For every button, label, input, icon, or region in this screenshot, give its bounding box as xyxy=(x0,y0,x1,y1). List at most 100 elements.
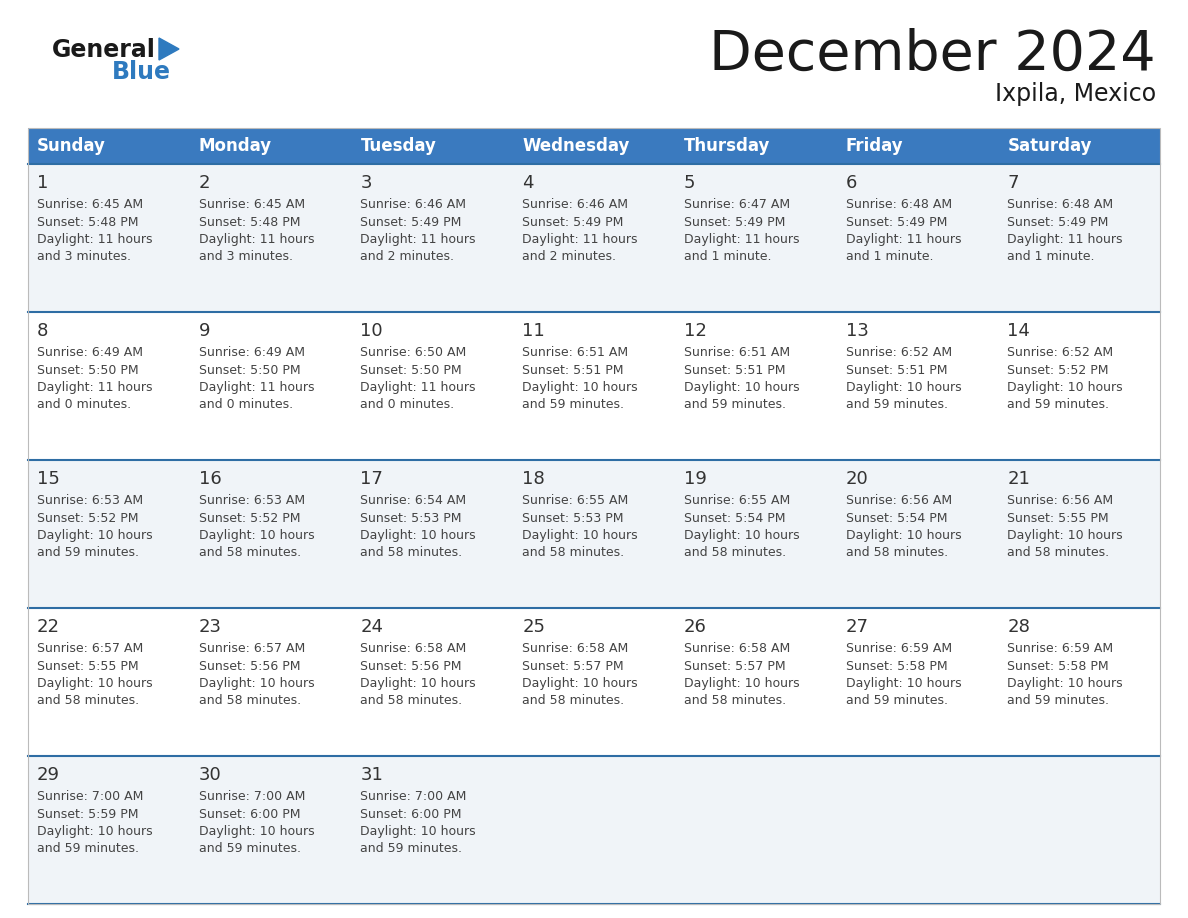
Text: 30: 30 xyxy=(198,766,221,784)
Text: and 58 minutes.: and 58 minutes. xyxy=(198,695,301,708)
Text: 6: 6 xyxy=(846,174,857,192)
Text: Sunrise: 6:57 AM: Sunrise: 6:57 AM xyxy=(198,642,305,655)
Text: Sunrise: 6:48 AM: Sunrise: 6:48 AM xyxy=(846,198,952,211)
Text: Sunrise: 6:53 AM: Sunrise: 6:53 AM xyxy=(198,494,305,507)
Text: and 58 minutes.: and 58 minutes. xyxy=(198,546,301,559)
Text: 5: 5 xyxy=(684,174,695,192)
Text: Sunset: 5:56 PM: Sunset: 5:56 PM xyxy=(360,659,462,673)
Text: 9: 9 xyxy=(198,322,210,340)
Text: Sunrise: 6:58 AM: Sunrise: 6:58 AM xyxy=(684,642,790,655)
Text: Daylight: 11 hours: Daylight: 11 hours xyxy=(37,381,152,394)
Bar xyxy=(836,128,998,164)
Bar xyxy=(29,312,1159,460)
Text: Sunrise: 6:55 AM: Sunrise: 6:55 AM xyxy=(684,494,790,507)
Text: Sunset: 6:00 PM: Sunset: 6:00 PM xyxy=(198,808,301,821)
Text: Sunrise: 6:56 AM: Sunrise: 6:56 AM xyxy=(846,494,952,507)
Text: and 1 minute.: and 1 minute. xyxy=(1007,251,1095,263)
Text: Daylight: 10 hours: Daylight: 10 hours xyxy=(523,381,638,394)
Text: Sunrise: 7:00 AM: Sunrise: 7:00 AM xyxy=(360,790,467,803)
Text: Daylight: 10 hours: Daylight: 10 hours xyxy=(846,381,961,394)
Text: Sunset: 5:59 PM: Sunset: 5:59 PM xyxy=(37,808,139,821)
Text: and 59 minutes.: and 59 minutes. xyxy=(37,843,139,856)
Text: Sunset: 5:55 PM: Sunset: 5:55 PM xyxy=(1007,511,1108,524)
Text: Daylight: 10 hours: Daylight: 10 hours xyxy=(360,677,476,690)
Text: Sunset: 5:54 PM: Sunset: 5:54 PM xyxy=(846,511,947,524)
Text: Sunrise: 7:00 AM: Sunrise: 7:00 AM xyxy=(198,790,305,803)
Bar xyxy=(190,128,352,164)
Text: 3: 3 xyxy=(360,174,372,192)
Text: Sunset: 5:58 PM: Sunset: 5:58 PM xyxy=(846,659,947,673)
Text: Sunrise: 6:58 AM: Sunrise: 6:58 AM xyxy=(523,642,628,655)
Text: and 58 minutes.: and 58 minutes. xyxy=(523,546,624,559)
Text: and 59 minutes.: and 59 minutes. xyxy=(360,843,462,856)
Text: General: General xyxy=(52,38,156,62)
Text: 17: 17 xyxy=(360,470,384,488)
Text: Daylight: 11 hours: Daylight: 11 hours xyxy=(684,233,800,246)
Text: Daylight: 10 hours: Daylight: 10 hours xyxy=(1007,677,1123,690)
Text: Sunrise: 6:59 AM: Sunrise: 6:59 AM xyxy=(846,642,952,655)
Text: Sunset: 5:53 PM: Sunset: 5:53 PM xyxy=(360,511,462,524)
Text: 4: 4 xyxy=(523,174,533,192)
Text: Thursday: Thursday xyxy=(684,137,770,155)
Text: 29: 29 xyxy=(37,766,61,784)
Text: and 59 minutes.: and 59 minutes. xyxy=(523,398,624,411)
Text: Sunset: 5:49 PM: Sunset: 5:49 PM xyxy=(684,216,785,229)
Bar xyxy=(29,756,1159,904)
Text: Sunset: 5:57 PM: Sunset: 5:57 PM xyxy=(684,659,785,673)
Text: 16: 16 xyxy=(198,470,221,488)
Text: and 0 minutes.: and 0 minutes. xyxy=(360,398,455,411)
Text: Sunset: 5:49 PM: Sunset: 5:49 PM xyxy=(523,216,624,229)
Text: Sunset: 5:52 PM: Sunset: 5:52 PM xyxy=(198,511,301,524)
Text: Sunset: 5:48 PM: Sunset: 5:48 PM xyxy=(198,216,301,229)
Text: Sunset: 5:54 PM: Sunset: 5:54 PM xyxy=(684,511,785,524)
Text: Daylight: 10 hours: Daylight: 10 hours xyxy=(37,677,152,690)
Text: Sunset: 5:53 PM: Sunset: 5:53 PM xyxy=(523,511,624,524)
Text: Sunrise: 6:46 AM: Sunrise: 6:46 AM xyxy=(523,198,628,211)
Text: Daylight: 10 hours: Daylight: 10 hours xyxy=(684,529,800,542)
Text: Daylight: 10 hours: Daylight: 10 hours xyxy=(684,677,800,690)
Bar xyxy=(352,128,513,164)
Text: December 2024: December 2024 xyxy=(709,28,1156,82)
Bar xyxy=(29,460,1159,608)
Text: and 58 minutes.: and 58 minutes. xyxy=(1007,546,1110,559)
Text: Daylight: 10 hours: Daylight: 10 hours xyxy=(1007,529,1123,542)
Text: Sunrise: 6:45 AM: Sunrise: 6:45 AM xyxy=(198,198,305,211)
Text: 1: 1 xyxy=(37,174,49,192)
Text: and 59 minutes.: and 59 minutes. xyxy=(1007,695,1110,708)
Text: 2: 2 xyxy=(198,174,210,192)
Text: Sunday: Sunday xyxy=(37,137,106,155)
Text: Daylight: 10 hours: Daylight: 10 hours xyxy=(198,529,315,542)
Text: Sunset: 5:56 PM: Sunset: 5:56 PM xyxy=(198,659,301,673)
Text: Ixpila, Mexico: Ixpila, Mexico xyxy=(994,82,1156,106)
Text: Sunset: 5:49 PM: Sunset: 5:49 PM xyxy=(846,216,947,229)
Text: 19: 19 xyxy=(684,470,707,488)
Text: Monday: Monday xyxy=(198,137,272,155)
Text: 12: 12 xyxy=(684,322,707,340)
Text: Sunrise: 6:46 AM: Sunrise: 6:46 AM xyxy=(360,198,467,211)
Text: 13: 13 xyxy=(846,322,868,340)
Text: Daylight: 10 hours: Daylight: 10 hours xyxy=(37,529,152,542)
Text: Sunset: 5:52 PM: Sunset: 5:52 PM xyxy=(37,511,139,524)
Text: Sunset: 5:50 PM: Sunset: 5:50 PM xyxy=(360,364,462,376)
Text: and 59 minutes.: and 59 minutes. xyxy=(684,398,785,411)
Text: and 3 minutes.: and 3 minutes. xyxy=(37,251,131,263)
Bar xyxy=(513,128,675,164)
Text: Sunrise: 6:56 AM: Sunrise: 6:56 AM xyxy=(1007,494,1113,507)
Text: 20: 20 xyxy=(846,470,868,488)
Text: Sunrise: 6:51 AM: Sunrise: 6:51 AM xyxy=(523,346,628,359)
Text: Friday: Friday xyxy=(846,137,903,155)
Polygon shape xyxy=(159,38,179,60)
Text: Daylight: 11 hours: Daylight: 11 hours xyxy=(523,233,638,246)
Text: and 59 minutes.: and 59 minutes. xyxy=(846,695,948,708)
Text: Daylight: 11 hours: Daylight: 11 hours xyxy=(37,233,152,246)
Text: Daylight: 10 hours: Daylight: 10 hours xyxy=(684,381,800,394)
Text: 8: 8 xyxy=(37,322,49,340)
Text: 28: 28 xyxy=(1007,618,1030,636)
Text: 14: 14 xyxy=(1007,322,1030,340)
Text: Sunrise: 6:57 AM: Sunrise: 6:57 AM xyxy=(37,642,144,655)
Text: Wednesday: Wednesday xyxy=(523,137,630,155)
Bar xyxy=(675,128,836,164)
Text: Sunset: 5:49 PM: Sunset: 5:49 PM xyxy=(1007,216,1108,229)
Text: Sunset: 5:55 PM: Sunset: 5:55 PM xyxy=(37,659,139,673)
Text: and 58 minutes.: and 58 minutes. xyxy=(684,546,786,559)
